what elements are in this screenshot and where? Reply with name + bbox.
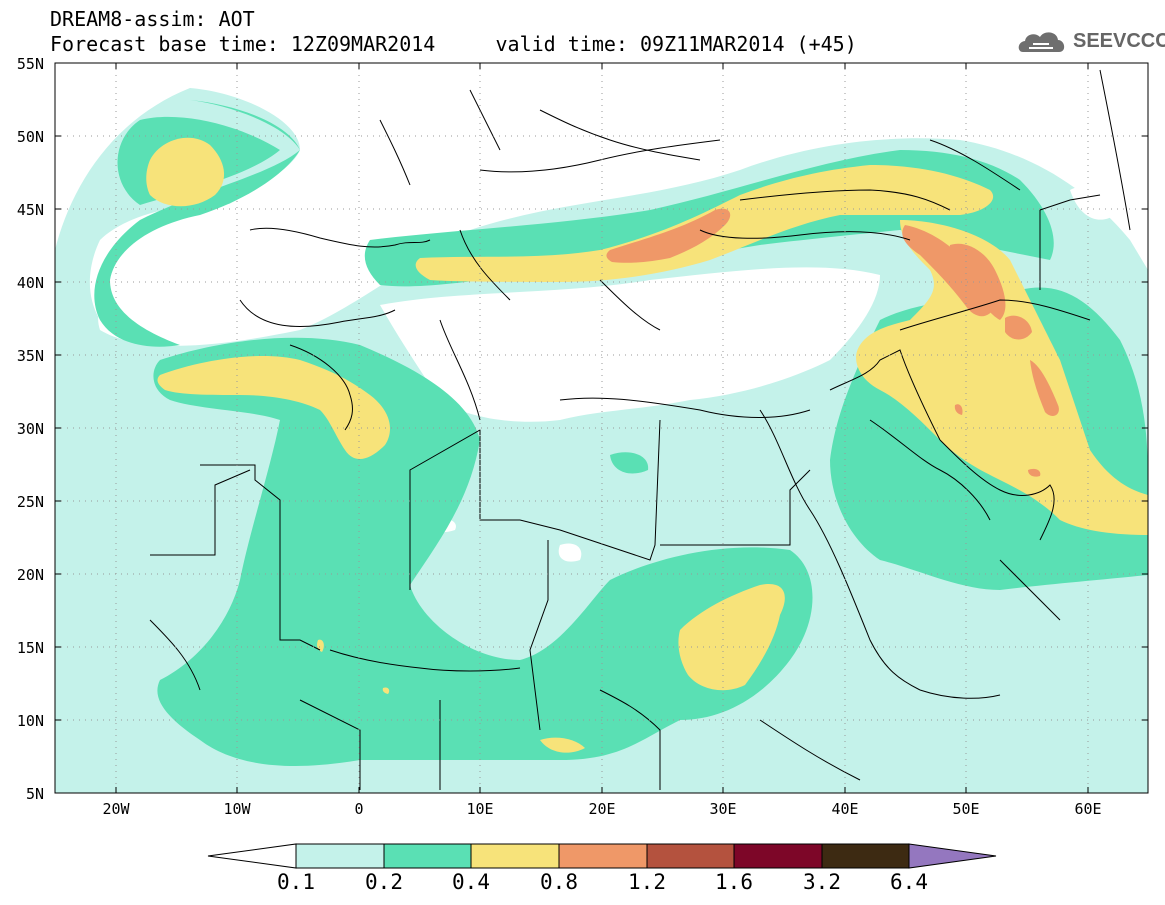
- colorbar-label: 0.2: [365, 870, 403, 894]
- lon-label: 60E: [1074, 800, 1102, 818]
- lat-label: 50N: [16, 128, 44, 146]
- lon-label: 10E: [466, 800, 494, 818]
- lat-label: 40N: [16, 274, 44, 292]
- aot-level-0.8: [606, 208, 1059, 477]
- lat-label: 5N: [25, 785, 44, 803]
- lon-label: 40E: [831, 800, 859, 818]
- colorbar-label: 0.1: [277, 870, 315, 894]
- colorbar: [207, 843, 997, 869]
- colorbar-label: 1.6: [715, 870, 753, 894]
- lat-label: 30N: [16, 420, 44, 438]
- colorbar-high-arrow: [908, 843, 997, 869]
- lat-label: 35N: [16, 347, 44, 365]
- colorbar-label: 6.4: [890, 870, 928, 894]
- lat-label: 20N: [16, 566, 44, 584]
- map-frame: [54, 62, 1149, 794]
- colorbar-swatch: [295, 843, 385, 869]
- country-borders: [149, 69, 1131, 790]
- colorbar-label: 3.2: [803, 870, 841, 894]
- lon-label: 0: [354, 800, 364, 818]
- colorbar-swatch: [558, 843, 648, 869]
- lat-label: 55N: [16, 55, 44, 73]
- lon-label: 30E: [709, 800, 737, 818]
- lon-label: 20W: [102, 800, 130, 818]
- lat-label: 10N: [16, 712, 44, 730]
- lat-label: 25N: [16, 493, 44, 511]
- lon-label: 20E: [588, 800, 616, 818]
- forecast-time-line: Forecast base time: 12Z09MAR2014 valid t…: [50, 32, 857, 56]
- colorbar-swatch: [821, 843, 910, 869]
- graticule: [55, 63, 1148, 793]
- lon-label: 50E: [952, 800, 980, 818]
- colorbar-swatch: [733, 843, 823, 869]
- lat-label: 45N: [16, 201, 44, 219]
- lat-label: 15N: [16, 639, 44, 657]
- lon-label: 10W: [223, 800, 251, 818]
- colorbar-label: 1.2: [628, 870, 666, 894]
- logo-text: SEEVCCC: [1073, 30, 1165, 52]
- colorbar-swatch: [383, 843, 472, 869]
- aot-clean-area: [89, 186, 1115, 562]
- map-title: DREAM8-assim: AOT: [50, 7, 255, 31]
- colorbar-label: 0.8: [540, 870, 578, 894]
- colorbar-swatch: [646, 843, 735, 869]
- colorbar-low-arrow: [207, 843, 297, 869]
- colorbar-label: 0.4: [452, 870, 490, 894]
- cloud-icon: [1018, 32, 1065, 52]
- colorbar-swatch: [470, 843, 560, 869]
